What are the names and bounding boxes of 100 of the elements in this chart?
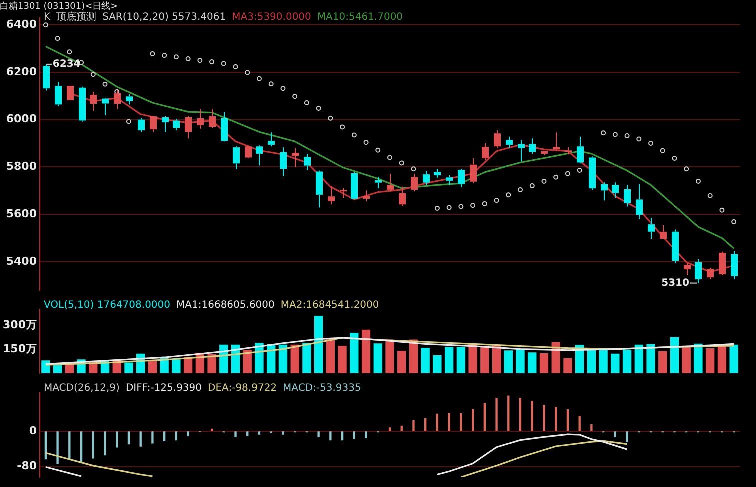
text: DIFF:-125.9390 [126,383,202,394]
text: MA10:5461.7000 [317,12,404,23]
point [648,141,654,146]
candlestick [494,130,501,149]
candlestick [209,108,216,129]
annotation: 顶底预测 [56,12,97,23]
bar [44,432,48,460]
candlestick [55,82,62,107]
bar [302,343,312,374]
bar [412,420,415,432]
bar [531,401,534,432]
bar [448,413,450,432]
candlestick [256,145,263,166]
point [268,82,274,87]
candlestick [221,112,228,142]
candlestick [150,116,157,133]
candlestick [624,184,631,208]
bar [365,432,368,438]
point [352,132,357,138]
bar [341,432,344,441]
point [55,36,60,42]
point [494,198,500,204]
point [732,219,737,224]
bar [338,346,347,374]
text: MA2:1684541.2000 [280,300,380,311]
candlestick [612,182,619,199]
bar [658,351,668,374]
bar [152,432,154,444]
point [684,166,690,172]
candlestick [589,156,596,190]
point [90,72,96,78]
bar [433,356,442,374]
candlestick [292,148,299,168]
point [280,86,286,92]
point [696,178,701,184]
candlestick [411,174,418,192]
candlestick [138,118,145,133]
point [174,54,179,60]
bar [350,333,359,374]
bar [587,348,596,374]
point [210,60,215,65]
annotation: MACD(26,12,9) [44,383,120,394]
bar [460,413,462,432]
candlestick [470,158,477,184]
bar [496,398,498,432]
point [256,76,262,82]
point [518,187,524,192]
point [601,130,606,136]
point [565,171,570,176]
point [446,205,452,210]
point [434,206,440,211]
candlestick [233,146,240,170]
bar [282,432,284,435]
bar [172,360,181,374]
candlestick [340,188,347,199]
bar [124,362,134,374]
y-tick-label: 300万 [3,318,37,332]
bar [278,344,288,374]
bar [504,350,513,374]
candlestick [482,142,489,161]
bar [314,316,324,374]
text: MACD:-53.9335 [283,383,362,394]
point [458,204,464,210]
point [198,58,203,64]
bar [578,416,581,432]
bar [398,351,406,374]
point [542,178,547,184]
candlestick [399,186,406,207]
bar [386,340,394,374]
bar [472,409,474,432]
bar [670,337,680,374]
bar [694,344,703,374]
bar [92,432,94,459]
bar [68,432,71,460]
point [186,56,191,62]
point [672,156,678,161]
candlestick [304,153,311,171]
candlestick [90,91,97,112]
bar [590,424,593,432]
bar [318,432,320,438]
chart-title: 白糖1301 (031301)<日线> [0,0,118,12]
candlestick [363,190,370,202]
candlestick [506,136,513,149]
point [328,116,334,121]
point [411,166,416,172]
point [530,183,535,188]
point [376,148,381,153]
bar [611,354,620,374]
text: MA3:5390.0000 [232,12,312,23]
text: DEA:-98.9722 [208,383,278,394]
candlestick [660,225,667,239]
candlestick [280,147,287,177]
point [43,22,48,28]
candlestick [197,108,204,130]
bar [388,428,392,432]
bar [555,407,558,432]
candlestick [684,262,691,276]
text: VOL(5,10) 1764708.0000 [44,300,171,311]
bar [255,343,264,374]
point [482,201,488,206]
